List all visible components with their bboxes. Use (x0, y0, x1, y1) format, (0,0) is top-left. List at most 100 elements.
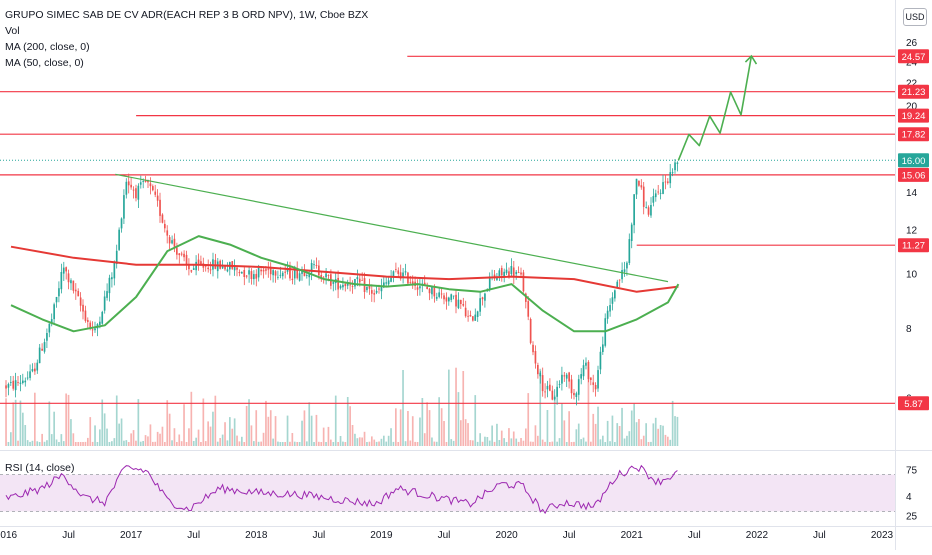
candle-body (568, 372, 570, 382)
candle-body (221, 265, 224, 269)
candle-body (325, 273, 327, 278)
candle-body (411, 281, 414, 284)
volume-bar (539, 368, 542, 446)
candle-body (36, 362, 39, 371)
currency-badge[interactable]: USD (903, 8, 927, 26)
volume-bar (46, 440, 48, 446)
volume-bar (19, 400, 22, 446)
volume-bar (255, 410, 258, 446)
volume-bar (10, 432, 12, 446)
x-tick-label-2: 2017 (120, 530, 143, 541)
volume-bar (238, 441, 241, 446)
candle-body (149, 183, 152, 187)
candle-body (667, 181, 669, 183)
volume-bar (563, 420, 566, 446)
candle-body (29, 371, 31, 378)
candle-body (409, 282, 412, 283)
level-label-2: 19.24 (902, 111, 926, 122)
volume-bar (423, 433, 426, 446)
candle-body (12, 380, 15, 389)
volume-bar (618, 426, 621, 446)
volume-bar (659, 425, 662, 446)
volume-bar (53, 411, 55, 446)
volume-bar (99, 429, 101, 446)
level-label-0: 24.57 (902, 52, 926, 63)
volume-bar (212, 411, 214, 446)
ma200-line (10, 245, 679, 293)
volume-bar (558, 438, 561, 446)
volume-bar (152, 441, 154, 446)
volume-bar (628, 431, 631, 446)
volume-bar (541, 439, 544, 446)
volume-bar (72, 433, 75, 446)
candle-body (7, 384, 10, 388)
x-tick-label-9: Jul (563, 530, 576, 541)
volume-bar (209, 426, 212, 446)
volume-bar (118, 423, 120, 446)
candle-body (390, 277, 392, 282)
volume-bar (48, 401, 51, 446)
volume-bar (231, 428, 234, 446)
candle-body (532, 344, 534, 353)
volume-bar (320, 442, 323, 446)
volume-bar (426, 402, 428, 446)
candle-body (623, 269, 626, 272)
x-tick-label-13: Jul (813, 530, 826, 541)
volume-bar (5, 398, 7, 446)
candle-body (183, 253, 185, 258)
candle-body (306, 275, 308, 276)
volume-bar (36, 441, 39, 446)
volume-bar (154, 441, 157, 446)
volume-bar (457, 392, 460, 446)
candle-body (462, 304, 465, 306)
volume-bar (192, 441, 195, 446)
candle-body (277, 276, 279, 278)
candle-body (457, 299, 460, 309)
candle-body (573, 392, 575, 396)
volume-bar (358, 437, 361, 446)
volume-bar (568, 411, 570, 446)
volume-bar (233, 418, 236, 446)
volume-bar (647, 442, 650, 446)
y-tick-label-11: 26 (906, 38, 918, 49)
candle-body (474, 314, 477, 321)
y-tick-label-8: 20 (906, 102, 918, 113)
volume-bar (269, 410, 272, 446)
candle-body (137, 185, 140, 200)
volume-bar (296, 442, 299, 446)
candle-body (397, 270, 400, 274)
volume-bar (416, 442, 419, 446)
candle-body (635, 178, 638, 195)
candle-body (14, 380, 17, 391)
candle-body (638, 180, 640, 186)
candle-body (467, 315, 469, 317)
volume-bar (161, 426, 164, 446)
volume-bar (469, 440, 472, 446)
candle-body (657, 191, 659, 193)
candle-body (520, 272, 522, 275)
volume-bar (332, 442, 335, 446)
candle-body (135, 188, 137, 199)
volume-bar (349, 406, 351, 446)
candle-body (585, 362, 587, 366)
volume-bar (185, 442, 188, 446)
candle-body (452, 295, 455, 297)
candle-body (26, 377, 29, 379)
candle-body (553, 397, 556, 400)
candle-body (154, 191, 157, 195)
candle-body (438, 292, 440, 297)
volume-bar (361, 437, 363, 446)
volume-bar (77, 442, 80, 446)
volume-bar (411, 416, 414, 446)
volume-bar (7, 442, 10, 446)
candle-body (450, 294, 453, 300)
candle-body (77, 290, 80, 297)
y-tick-label-5: 14 (906, 188, 918, 199)
volume-bar (144, 435, 147, 446)
volume-bar (652, 423, 655, 446)
candle-body (522, 272, 525, 292)
candle-body (50, 319, 53, 324)
volume-bar (34, 392, 36, 446)
volume-bar (669, 439, 672, 446)
